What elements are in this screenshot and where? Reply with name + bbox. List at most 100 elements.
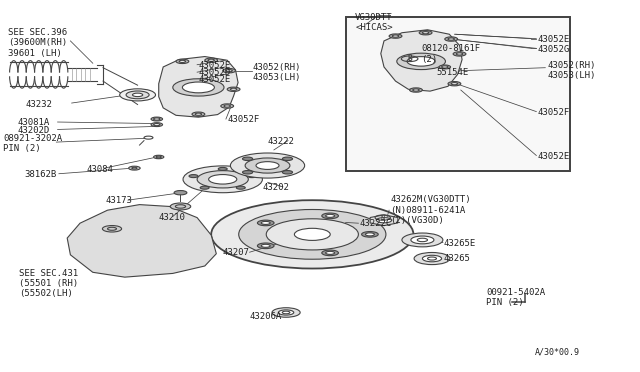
Ellipse shape (326, 214, 335, 217)
Text: 43081A: 43081A (18, 118, 50, 127)
Polygon shape (159, 57, 238, 117)
Ellipse shape (183, 166, 262, 193)
Text: 38162B: 38162B (24, 170, 56, 179)
Ellipse shape (422, 255, 442, 262)
Ellipse shape (132, 93, 143, 97)
Ellipse shape (322, 250, 339, 256)
Text: A/30*00.9: A/30*00.9 (534, 347, 579, 356)
Text: 43052F: 43052F (538, 108, 570, 117)
Ellipse shape (456, 53, 463, 55)
Text: N: N (381, 215, 385, 221)
Text: VG30DTT
<HICAS>: VG30DTT <HICAS> (355, 13, 393, 32)
Ellipse shape (442, 66, 448, 68)
Text: 43206A: 43206A (250, 312, 282, 321)
Ellipse shape (126, 91, 149, 99)
Ellipse shape (294, 228, 330, 240)
Text: 43052E: 43052E (198, 76, 230, 84)
Ellipse shape (322, 213, 339, 219)
Ellipse shape (402, 233, 443, 247)
Ellipse shape (227, 87, 240, 92)
Ellipse shape (326, 251, 335, 254)
Text: 43052E: 43052E (198, 61, 230, 70)
Ellipse shape (230, 153, 305, 178)
Ellipse shape (120, 89, 156, 101)
Ellipse shape (282, 157, 292, 161)
Ellipse shape (392, 35, 399, 37)
Text: 43222: 43222 (268, 137, 294, 146)
Text: 43207: 43207 (223, 248, 250, 257)
Text: 00921-5402A
PIN (2): 00921-5402A PIN (2) (486, 288, 545, 307)
Text: B: B (407, 54, 412, 63)
Text: 43052(RH)
43053(LH): 43052(RH) 43053(LH) (547, 61, 596, 80)
Ellipse shape (272, 308, 300, 317)
Ellipse shape (248, 174, 257, 177)
Text: 08120-8161F
(2): 08120-8161F (2) (421, 44, 480, 64)
Ellipse shape (245, 158, 290, 173)
Text: 43084: 43084 (86, 165, 113, 174)
Ellipse shape (174, 190, 187, 195)
Text: 43265: 43265 (444, 254, 470, 263)
Ellipse shape (239, 209, 386, 259)
Text: 43210: 43210 (159, 213, 186, 222)
Ellipse shape (257, 220, 274, 226)
Ellipse shape (448, 81, 461, 86)
Ellipse shape (236, 186, 245, 189)
Ellipse shape (189, 174, 198, 177)
Ellipse shape (453, 52, 466, 56)
Ellipse shape (445, 37, 458, 41)
Ellipse shape (448, 38, 454, 40)
Text: SEE SEC.431
(55501 (RH)
(55502(LH): SEE SEC.431 (55501 (RH) (55502(LH) (19, 269, 78, 298)
Text: 43052D: 43052D (198, 68, 230, 77)
Text: 43222C: 43222C (360, 219, 392, 228)
Ellipse shape (410, 88, 422, 92)
Ellipse shape (411, 236, 434, 244)
Ellipse shape (282, 170, 292, 174)
Text: 43052F: 43052F (227, 115, 259, 124)
Ellipse shape (397, 53, 445, 70)
Text: 43265E: 43265E (444, 239, 476, 248)
Polygon shape (370, 215, 398, 226)
Ellipse shape (365, 233, 374, 236)
Ellipse shape (218, 167, 227, 170)
Ellipse shape (389, 34, 402, 38)
Text: 43202D: 43202D (18, 126, 50, 135)
Ellipse shape (102, 225, 122, 232)
Ellipse shape (200, 186, 209, 189)
Ellipse shape (179, 60, 186, 62)
Text: 43052(RH)
43053(LH): 43052(RH) 43053(LH) (253, 63, 301, 82)
Ellipse shape (261, 221, 270, 224)
Ellipse shape (197, 171, 248, 188)
Text: SEE SEC.396
(39600M(RH)
39601 (LH): SEE SEC.396 (39600M(RH) 39601 (LH) (8, 28, 67, 58)
Ellipse shape (422, 32, 429, 34)
Ellipse shape (223, 68, 236, 73)
Ellipse shape (407, 57, 435, 66)
Ellipse shape (243, 170, 253, 174)
Ellipse shape (257, 243, 274, 248)
Ellipse shape (154, 155, 164, 159)
Ellipse shape (208, 59, 214, 61)
Ellipse shape (414, 253, 450, 264)
Polygon shape (67, 205, 216, 277)
Ellipse shape (154, 118, 160, 120)
Text: 43052G: 43052G (538, 45, 570, 54)
Text: 43052E: 43052E (538, 152, 570, 161)
Ellipse shape (439, 65, 451, 69)
Ellipse shape (182, 82, 214, 93)
Ellipse shape (266, 219, 358, 250)
Ellipse shape (129, 166, 140, 170)
Ellipse shape (419, 31, 432, 35)
Ellipse shape (413, 89, 419, 91)
Bar (346, 17, 570, 171)
Text: 43232: 43232 (26, 100, 52, 109)
Ellipse shape (170, 203, 191, 210)
Ellipse shape (154, 124, 160, 126)
Ellipse shape (243, 157, 253, 161)
Ellipse shape (209, 174, 237, 184)
Ellipse shape (230, 88, 237, 90)
Ellipse shape (195, 113, 202, 115)
Ellipse shape (376, 218, 392, 223)
Ellipse shape (205, 58, 218, 62)
Ellipse shape (261, 244, 270, 247)
Ellipse shape (192, 112, 205, 116)
Text: 43052E: 43052E (538, 35, 570, 44)
